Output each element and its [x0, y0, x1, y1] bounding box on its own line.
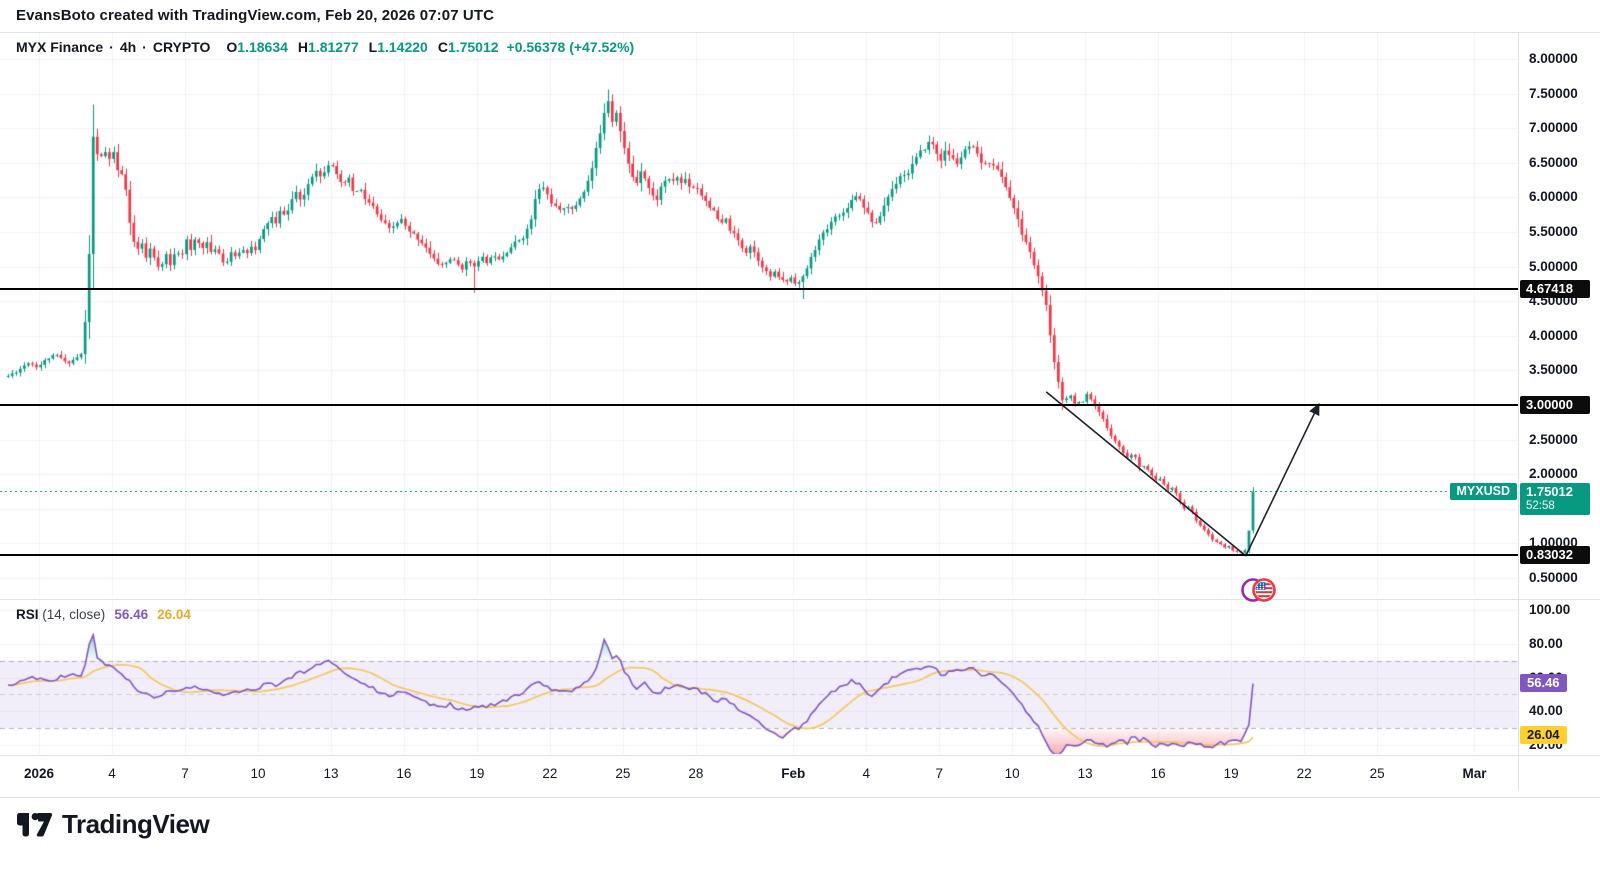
time-axis-label: 19 — [469, 766, 485, 781]
price-level-badge: 0.83032 — [1520, 545, 1590, 564]
rsi-value-badge: 56.46 — [1520, 674, 1567, 693]
time-axis-label: 13 — [1077, 766, 1093, 781]
price-level-line[interactable] — [0, 553, 1518, 557]
price-tick-label: 6.50000 — [1529, 154, 1578, 170]
symbol-price-tag: MYXUSD — [1449, 482, 1517, 500]
symbol-legend: MYX Finance · 4h · CRYPTO O1.18634 H1.81… — [16, 39, 634, 55]
time-axis-label: 28 — [688, 766, 704, 781]
time-axis-label: 25 — [615, 766, 631, 781]
rsi-ma-value: 26.04 — [157, 607, 191, 622]
price-tick-label: 7.50000 — [1529, 85, 1578, 101]
time-axis-label: 16 — [1150, 766, 1166, 781]
price-level-line[interactable] — [0, 287, 1518, 291]
time-axis-label: 25 — [1369, 766, 1385, 781]
current-price-line — [0, 491, 1518, 492]
price-tick-label: 5.00000 — [1529, 258, 1578, 274]
price-level-badge: 3.00000 — [1520, 395, 1590, 414]
price-change: +0.56378 (+47.52%) — [506, 39, 635, 55]
footer-divider — [0, 797, 1600, 798]
time-axis-label: Mar — [1462, 766, 1487, 781]
time-axis-label: 7 — [935, 766, 943, 781]
time-axis-label: 4 — [862, 766, 870, 781]
price-tick-label: 4.00000 — [1529, 327, 1578, 343]
tradingview-logo-icon — [17, 812, 53, 837]
time-axis-label: 7 — [181, 766, 189, 781]
footer-bar: TradingView — [0, 798, 1600, 871]
tradingview-logo-text: TradingView — [62, 809, 210, 839]
time-axis-label: 22 — [542, 766, 558, 781]
time-axis-label: 4 — [108, 766, 116, 781]
ohlc-close: C1.75012 — [437, 39, 499, 55]
price-tick-label: 5.50000 — [1529, 224, 1578, 239]
pane-divider — [0, 599, 1600, 600]
attribution-bar: EvansBoto created with TradingView.com, … — [16, 7, 494, 24]
rsi-tick-label: 80.00 — [1529, 635, 1563, 651]
rsi-tick-label: 100.00 — [1529, 602, 1571, 617]
price-tick-label: 8.00000 — [1529, 51, 1578, 66]
price-level-badge: 4.67418 — [1520, 279, 1590, 298]
price-tick-label: 0.50000 — [1529, 570, 1578, 585]
candle-countdown: 52:58 — [1526, 499, 1555, 512]
tradingview-logo[interactable]: TradingView — [16, 809, 210, 840]
ohlc-low: L1.14220 — [368, 39, 428, 55]
legend-separator: · — [109, 39, 114, 55]
price-tick-label: 2.50000 — [1529, 431, 1578, 447]
price-level-line[interactable] — [0, 403, 1518, 407]
attribution-text: EvansBoto created with TradingView.com, … — [16, 7, 495, 24]
ohlc-open: O1.18634 — [226, 39, 288, 55]
price-tick-label: 3.50000 — [1529, 362, 1578, 378]
time-axis-label: 22 — [1296, 766, 1312, 781]
price-scale-divider — [1518, 32, 1519, 790]
symbol-title[interactable]: MYX Finance — [16, 39, 104, 55]
price-tick-label: 2.00000 — [1529, 466, 1578, 482]
legend-separator: · — [142, 39, 147, 55]
rsi-ma-badge: 26.04 — [1520, 725, 1567, 744]
time-axis-label: 10 — [1004, 766, 1020, 781]
last-price-badge: 1.75012 52:58 — [1520, 482, 1590, 515]
last-price-value: 1.75012 — [1526, 483, 1573, 499]
rsi-legend: RSI (14, close) 56.46 26.04 — [16, 607, 191, 622]
time-axis-divider — [0, 755, 1600, 756]
price-tick-label: 6.00000 — [1529, 189, 1578, 205]
time-axis-label: 2026 — [23, 766, 55, 781]
symbol-exchange: CRYPTO — [152, 39, 211, 55]
time-axis-label: Feb — [781, 766, 806, 781]
rsi-title[interactable]: RSI (14, close) — [16, 607, 106, 622]
ohlc-fields: O1.18634 H1.81277 L1.14220 C1.75012 — [226, 39, 498, 55]
time-axis-label: 19 — [1223, 766, 1239, 781]
time-axis-label: 10 — [250, 766, 266, 781]
rsi-value: 56.46 — [114, 607, 149, 622]
us-flag-event-icon[interactable] — [1240, 577, 1280, 603]
price-tick-label: 7.00000 — [1529, 120, 1578, 136]
time-axis-label: 16 — [396, 766, 412, 781]
time-axis-label: 13 — [323, 766, 339, 781]
ohlc-high: H1.81277 — [297, 39, 359, 55]
rsi-tick-label: 40.00 — [1529, 703, 1563, 719]
header-divider — [0, 32, 1600, 33]
symbol-interval[interactable]: 4h — [119, 39, 137, 55]
